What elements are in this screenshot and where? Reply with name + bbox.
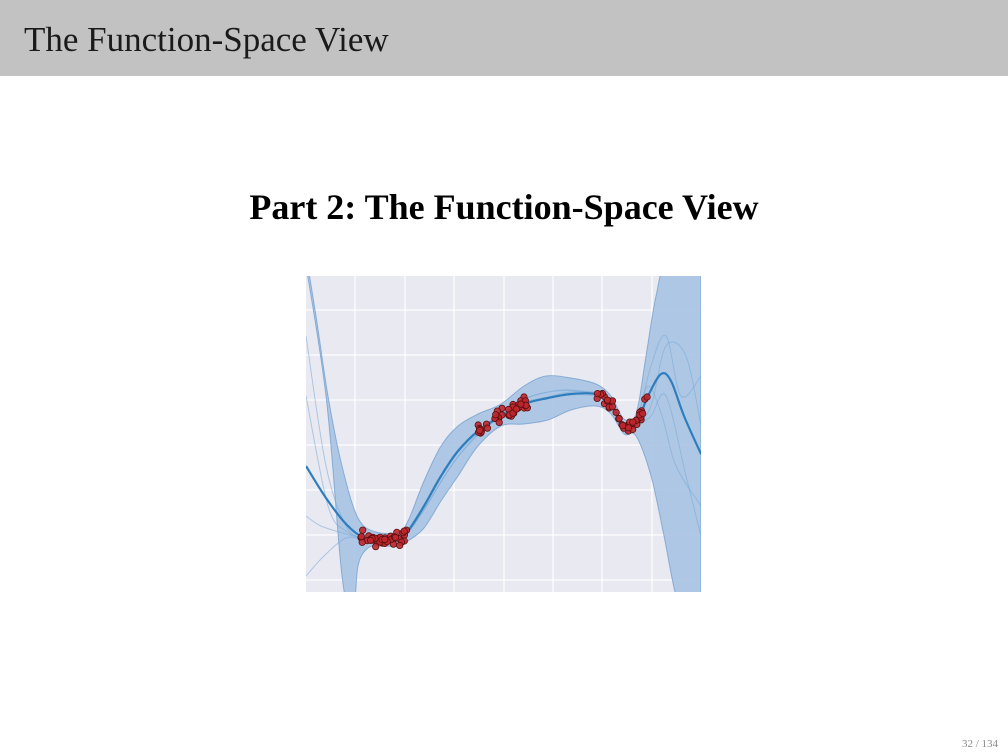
data-point	[396, 541, 404, 549]
data-point	[359, 526, 367, 534]
data-point	[624, 424, 633, 432]
data-point	[629, 418, 637, 426]
gp-plot	[306, 276, 701, 592]
data-point	[615, 414, 623, 423]
data-point	[400, 527, 408, 535]
data-point	[593, 390, 602, 398]
data-point	[512, 405, 520, 413]
data-point	[391, 533, 400, 542]
data-point	[366, 536, 375, 544]
data-point	[517, 400, 525, 408]
data-point	[643, 393, 651, 401]
data-point	[372, 543, 380, 551]
data-point	[381, 535, 389, 543]
data-point	[483, 424, 491, 432]
header-title: The Function-Space View	[24, 20, 389, 59]
page-number: 32 / 134	[961, 738, 998, 750]
part-title: Part 2: The Function-Space View	[249, 187, 759, 227]
observed-data-points	[357, 389, 651, 551]
data-point	[603, 396, 612, 404]
data-point	[492, 411, 500, 419]
data-point	[612, 408, 620, 416]
gp-regression-figure	[306, 276, 701, 592]
data-point	[495, 418, 503, 426]
slide-header: The Function-Space View	[0, 0, 1008, 76]
data-point	[476, 426, 484, 434]
data-point	[639, 409, 647, 418]
data-point	[357, 532, 366, 541]
